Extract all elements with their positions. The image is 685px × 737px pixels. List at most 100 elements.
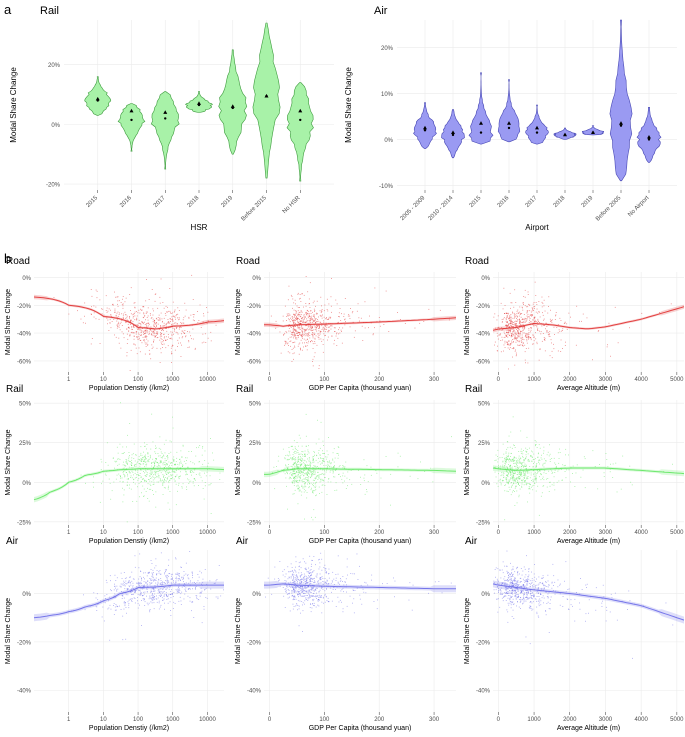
scatter-point <box>148 602 150 604</box>
scatter-point <box>116 460 118 462</box>
scatter-point <box>522 307 523 309</box>
scatter-point <box>534 321 536 323</box>
scatter-point <box>305 477 307 478</box>
scatter-point <box>505 461 506 462</box>
scatter-point <box>517 312 519 314</box>
scatter-point <box>146 444 148 445</box>
x-tick-label: 2018 <box>187 195 201 209</box>
scatter-point <box>146 342 148 344</box>
scatter-point <box>508 473 509 475</box>
scatter-point <box>159 296 161 298</box>
scatter-point <box>303 478 305 480</box>
scatter-point <box>514 337 515 339</box>
scatter-point <box>506 336 507 337</box>
scatter-point <box>529 318 531 319</box>
scatter-point <box>149 609 151 611</box>
scatter-point <box>525 479 526 481</box>
scatter-point <box>294 446 296 448</box>
scatter-point <box>310 318 312 320</box>
scatter-point <box>351 483 353 485</box>
scatter-point <box>194 479 196 481</box>
scatter-point <box>121 598 123 599</box>
scatter-point <box>496 319 498 321</box>
scatter-point <box>129 455 130 456</box>
scatter-point <box>299 470 301 471</box>
scatter-point <box>322 450 323 452</box>
scatter-point <box>300 472 301 474</box>
scatter-point <box>305 482 306 484</box>
scatter-point <box>141 584 143 586</box>
mean-marker <box>423 125 427 130</box>
scatter-point <box>167 464 168 466</box>
scatter-point <box>328 318 330 320</box>
scatter-point <box>129 316 130 318</box>
scatter-point <box>301 479 303 481</box>
scatter-point <box>146 311 148 313</box>
scatter-point <box>128 478 129 479</box>
scatter-point <box>528 347 530 349</box>
scatter-point <box>306 318 308 320</box>
scatter-point <box>143 496 144 497</box>
scatter-point <box>299 297 301 299</box>
scatter-point <box>288 328 290 329</box>
scatter-point <box>514 505 516 506</box>
scatter-point <box>560 469 562 470</box>
scatter-point <box>145 332 147 334</box>
scatter-point <box>313 578 314 580</box>
scatter-point <box>307 310 308 312</box>
scatter-point <box>509 330 511 332</box>
scatter-point <box>178 484 179 486</box>
scatter-point <box>516 320 518 322</box>
scatter-point <box>191 582 193 584</box>
scatter-point <box>153 323 155 325</box>
scatter-point <box>308 577 309 579</box>
scatter-point <box>303 459 305 461</box>
scatter-point <box>592 450 594 452</box>
scatter-point <box>101 313 103 315</box>
scatter-point <box>152 335 154 337</box>
scatter-point <box>298 328 300 330</box>
scatter-point <box>315 322 316 323</box>
scatter-point <box>165 327 166 329</box>
scatter-point <box>334 331 335 332</box>
scatter-point <box>144 353 146 355</box>
scatter-point <box>535 295 537 296</box>
scatter-point <box>522 342 524 344</box>
scatter-point <box>551 320 552 321</box>
scatter-point <box>132 586 134 588</box>
scatter-point <box>148 325 150 327</box>
scatter-point <box>188 317 190 319</box>
scatter-point <box>294 315 295 317</box>
scatter-point <box>314 341 316 342</box>
scatter-point <box>309 463 311 465</box>
scatter-point <box>306 320 308 322</box>
scatter-point <box>203 315 205 317</box>
scatter-point <box>424 471 426 472</box>
scatter-point <box>307 474 309 476</box>
scatter-point <box>128 487 130 489</box>
scatter-point <box>327 331 329 332</box>
scatter-point <box>512 483 514 485</box>
x-tick-label: 0 <box>497 530 501 536</box>
scatter-point <box>153 474 154 476</box>
scatter-point <box>306 345 308 347</box>
scatter-point <box>497 458 499 460</box>
scatter-point <box>528 332 530 333</box>
scatter-point <box>293 469 294 471</box>
scatter-point <box>286 459 288 461</box>
scatter-point <box>130 576 131 578</box>
scatter-point <box>126 355 128 357</box>
scatter-point <box>138 334 140 336</box>
scatter-point <box>159 317 161 319</box>
scatter-point <box>314 466 316 468</box>
scatter-point <box>309 282 311 284</box>
scatter-point <box>138 475 140 476</box>
scatter-point <box>498 334 500 336</box>
scatter-point <box>143 331 144 333</box>
scatter-point <box>287 467 289 469</box>
scatter-point <box>307 467 309 469</box>
scatter-point <box>132 316 134 317</box>
scatter-point <box>150 597 152 599</box>
scatter-point <box>165 575 166 577</box>
scatter-point <box>133 458 135 459</box>
